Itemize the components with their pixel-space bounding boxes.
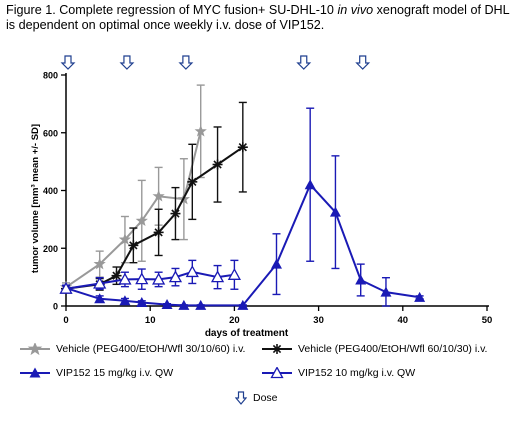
asterisk-stroke [154,228,163,237]
dose-arrow-icon [60,55,76,70]
x-tick-label: 40 [398,315,409,326]
data-point-open-triangle [118,272,132,285]
dose-arrow-icon [296,55,312,70]
data-point-triangle [94,293,106,304]
legend-label-vip152-15: VIP152 15 mg/kg i.v. QW [56,367,174,379]
asterisk-stroke [129,241,138,250]
asterisk-stroke [112,271,121,280]
data-point-triangle [195,299,207,310]
data-point-asterisk [170,208,181,219]
asterisk-stroke [213,160,222,169]
series-3 [59,259,241,294]
data-point-asterisk [187,176,198,187]
dose-arrow-icon [178,55,194,70]
series-2 [60,107,426,310]
x-tick-label: 10 [145,315,156,326]
data-point-triangle [119,295,131,306]
y-tick-label: 600 [43,128,58,138]
data-point-asterisk [212,159,223,170]
data-point-star [93,257,106,270]
series-0 [59,84,207,293]
legend-dose-arrow-icon [235,391,247,405]
data-point-triangle [178,299,190,310]
data-point-open-triangle [59,281,73,294]
data-point-open-triangle [227,267,241,280]
legend-item-vehicle-30: Vehicle (PEG400/EtOH/Wfl 30/10/60) i.v. [20,343,245,355]
dose-arrow-icon [119,55,135,70]
legend-marker-vehicle-60 [262,344,292,354]
caption-text-1: Figure 1. Complete regression of MYC fus… [6,3,338,17]
data-point-asterisk [153,227,164,238]
data-point-triangle [304,179,316,190]
data-point-triangle [161,299,173,310]
data-point-triangle [329,206,341,217]
figure-caption: Figure 1. Complete regression of MYC fus… [6,3,516,33]
data-point-open-triangle [168,270,183,283]
data-point-triangle [136,297,148,308]
y-tick-label: 400 [43,186,58,196]
x-axis-label: days of treatment [205,328,289,339]
y-axis-label: tumor volume [mm³ mean +/- SD] [30,124,41,273]
y-tick-label: 800 [43,71,58,81]
data-point-star [194,124,207,137]
data-point-asterisk [128,240,139,251]
caption-text-italic: in vivo [337,3,374,17]
legend-label-vehicle-60: Vehicle (PEG400/EtOH/Wfl 60/10/30) i.v. [298,343,488,355]
data-point-asterisk [237,142,248,153]
x-tick-label: 50 [482,315,493,326]
asterisk-stroke [171,209,180,218]
dose-arrow-icon [355,55,371,70]
data-point-triangle [414,291,426,302]
data-point-triangle [355,274,367,285]
caption-text-2: xenograft model of DHL is dependent on o… [6,3,510,32]
legend-label-dose: Dose [253,392,278,404]
data-point-triangle [380,286,392,297]
legend-marker-vip152-10 [262,367,292,379]
data-point-open-triangle [135,272,149,285]
x-tick-label: 20 [229,315,240,326]
asterisk-stroke [188,177,197,187]
data-point-open-triangle [93,276,107,289]
y-tick-label: 200 [43,244,58,254]
legend-item-dose: Dose [235,391,278,405]
y-tick-label: 0 [53,302,58,312]
x-tick-label: 0 [63,315,68,326]
asterisk-stroke [238,143,247,152]
data-point-star [135,214,148,227]
legend-item-vip152-10: VIP152 10 mg/kg i.v. QW [262,367,415,379]
legend-marker-vip152-15 [20,367,50,378]
series-line [65,131,202,289]
data-point-open-triangle [210,270,225,283]
x-tick-label: 30 [313,315,324,326]
data-point-triangle [237,299,249,310]
data-point-star [118,233,132,245]
data-point-star [152,189,165,202]
legend-label-vip152-10: VIP152 10 mg/kg i.v. QW [298,367,416,379]
data-point-asterisk [111,270,122,281]
legend-label-vehicle-30: Vehicle (PEG400/EtOH/Wfl 30/10/60) i.v. [56,343,246,355]
legend-marker-vehicle-30 [20,343,50,355]
data-point-triangle [271,258,282,269]
data-point-open-triangle [152,272,166,285]
legend-item-vehicle-60: Vehicle (PEG400/EtOH/Wfl 60/10/30) i.v. [262,343,487,355]
legend-item-vip152-15: VIP152 15 mg/kg i.v. QW [20,367,173,379]
data-point-open-triangle [185,265,199,278]
series-line [65,146,244,290]
